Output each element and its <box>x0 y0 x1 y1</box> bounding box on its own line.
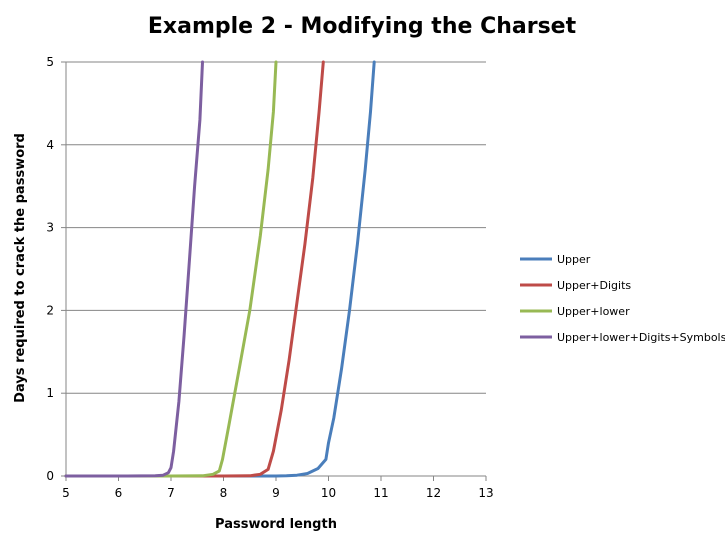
series-line-1 <box>64 60 376 478</box>
series-lines <box>64 60 376 478</box>
x-tick-label: 8 <box>220 486 228 500</box>
y-tick-labels: 0 1 2 3 4 5 <box>46 55 54 483</box>
x-tick-labels: 5 6 7 8 9 10 11 12 13 <box>62 486 493 500</box>
x-tick-label: 5 <box>62 486 70 500</box>
y-tick-label: 1 <box>46 386 54 400</box>
x-tick-label: 6 <box>115 486 123 500</box>
y-tick-label: 4 <box>46 138 54 152</box>
x-tick-label: 10 <box>321 486 336 500</box>
legend-label-2: Upper+Digits <box>557 279 631 292</box>
chart-title: Example 2 - Modifying the Charset <box>148 14 577 39</box>
y-axis-title: Days required to crack the password <box>13 133 28 403</box>
x-tick-label: 9 <box>272 486 280 500</box>
legend: Upper Upper+Digits Upper+lower Upper+lower+… <box>520 253 725 344</box>
legend-label-1: Upper <box>557 253 591 266</box>
y-tick-label: 2 <box>46 303 54 317</box>
y-tick-label: 3 <box>46 221 54 235</box>
x-tick-label: 11 <box>373 486 388 500</box>
x-tick-label: 13 <box>478 486 493 500</box>
x-axis-title: Password length <box>215 517 337 532</box>
legend-label-3: Upper+lower <box>557 305 630 318</box>
x-tick-label: 12 <box>426 486 441 500</box>
series-line-4 <box>64 60 204 478</box>
x-tick-label: 7 <box>167 486 175 500</box>
legend-label-4: Upper+lower+Digits+Symbols <box>557 331 725 344</box>
y-tick-label: 5 <box>46 55 54 69</box>
series-line-2 <box>64 60 325 478</box>
gridlines <box>66 61 486 394</box>
y-tick-label: 0 <box>46 469 54 483</box>
series-line-3 <box>64 60 278 478</box>
